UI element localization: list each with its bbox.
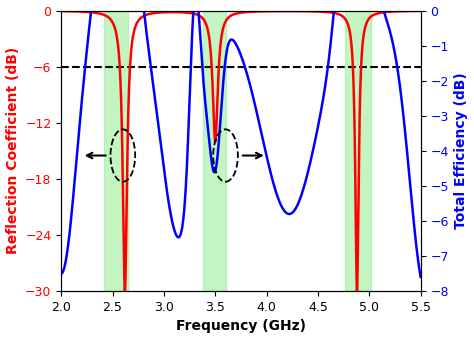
Y-axis label: Reflection Coefficient (dB): Reflection Coefficient (dB) <box>6 47 19 255</box>
Bar <box>345 11 371 291</box>
Bar <box>203 11 226 291</box>
X-axis label: Frequency (GHz): Frequency (GHz) <box>176 319 306 334</box>
Bar <box>104 11 128 291</box>
Y-axis label: Total Efficiency (dB): Total Efficiency (dB) <box>455 73 468 229</box>
